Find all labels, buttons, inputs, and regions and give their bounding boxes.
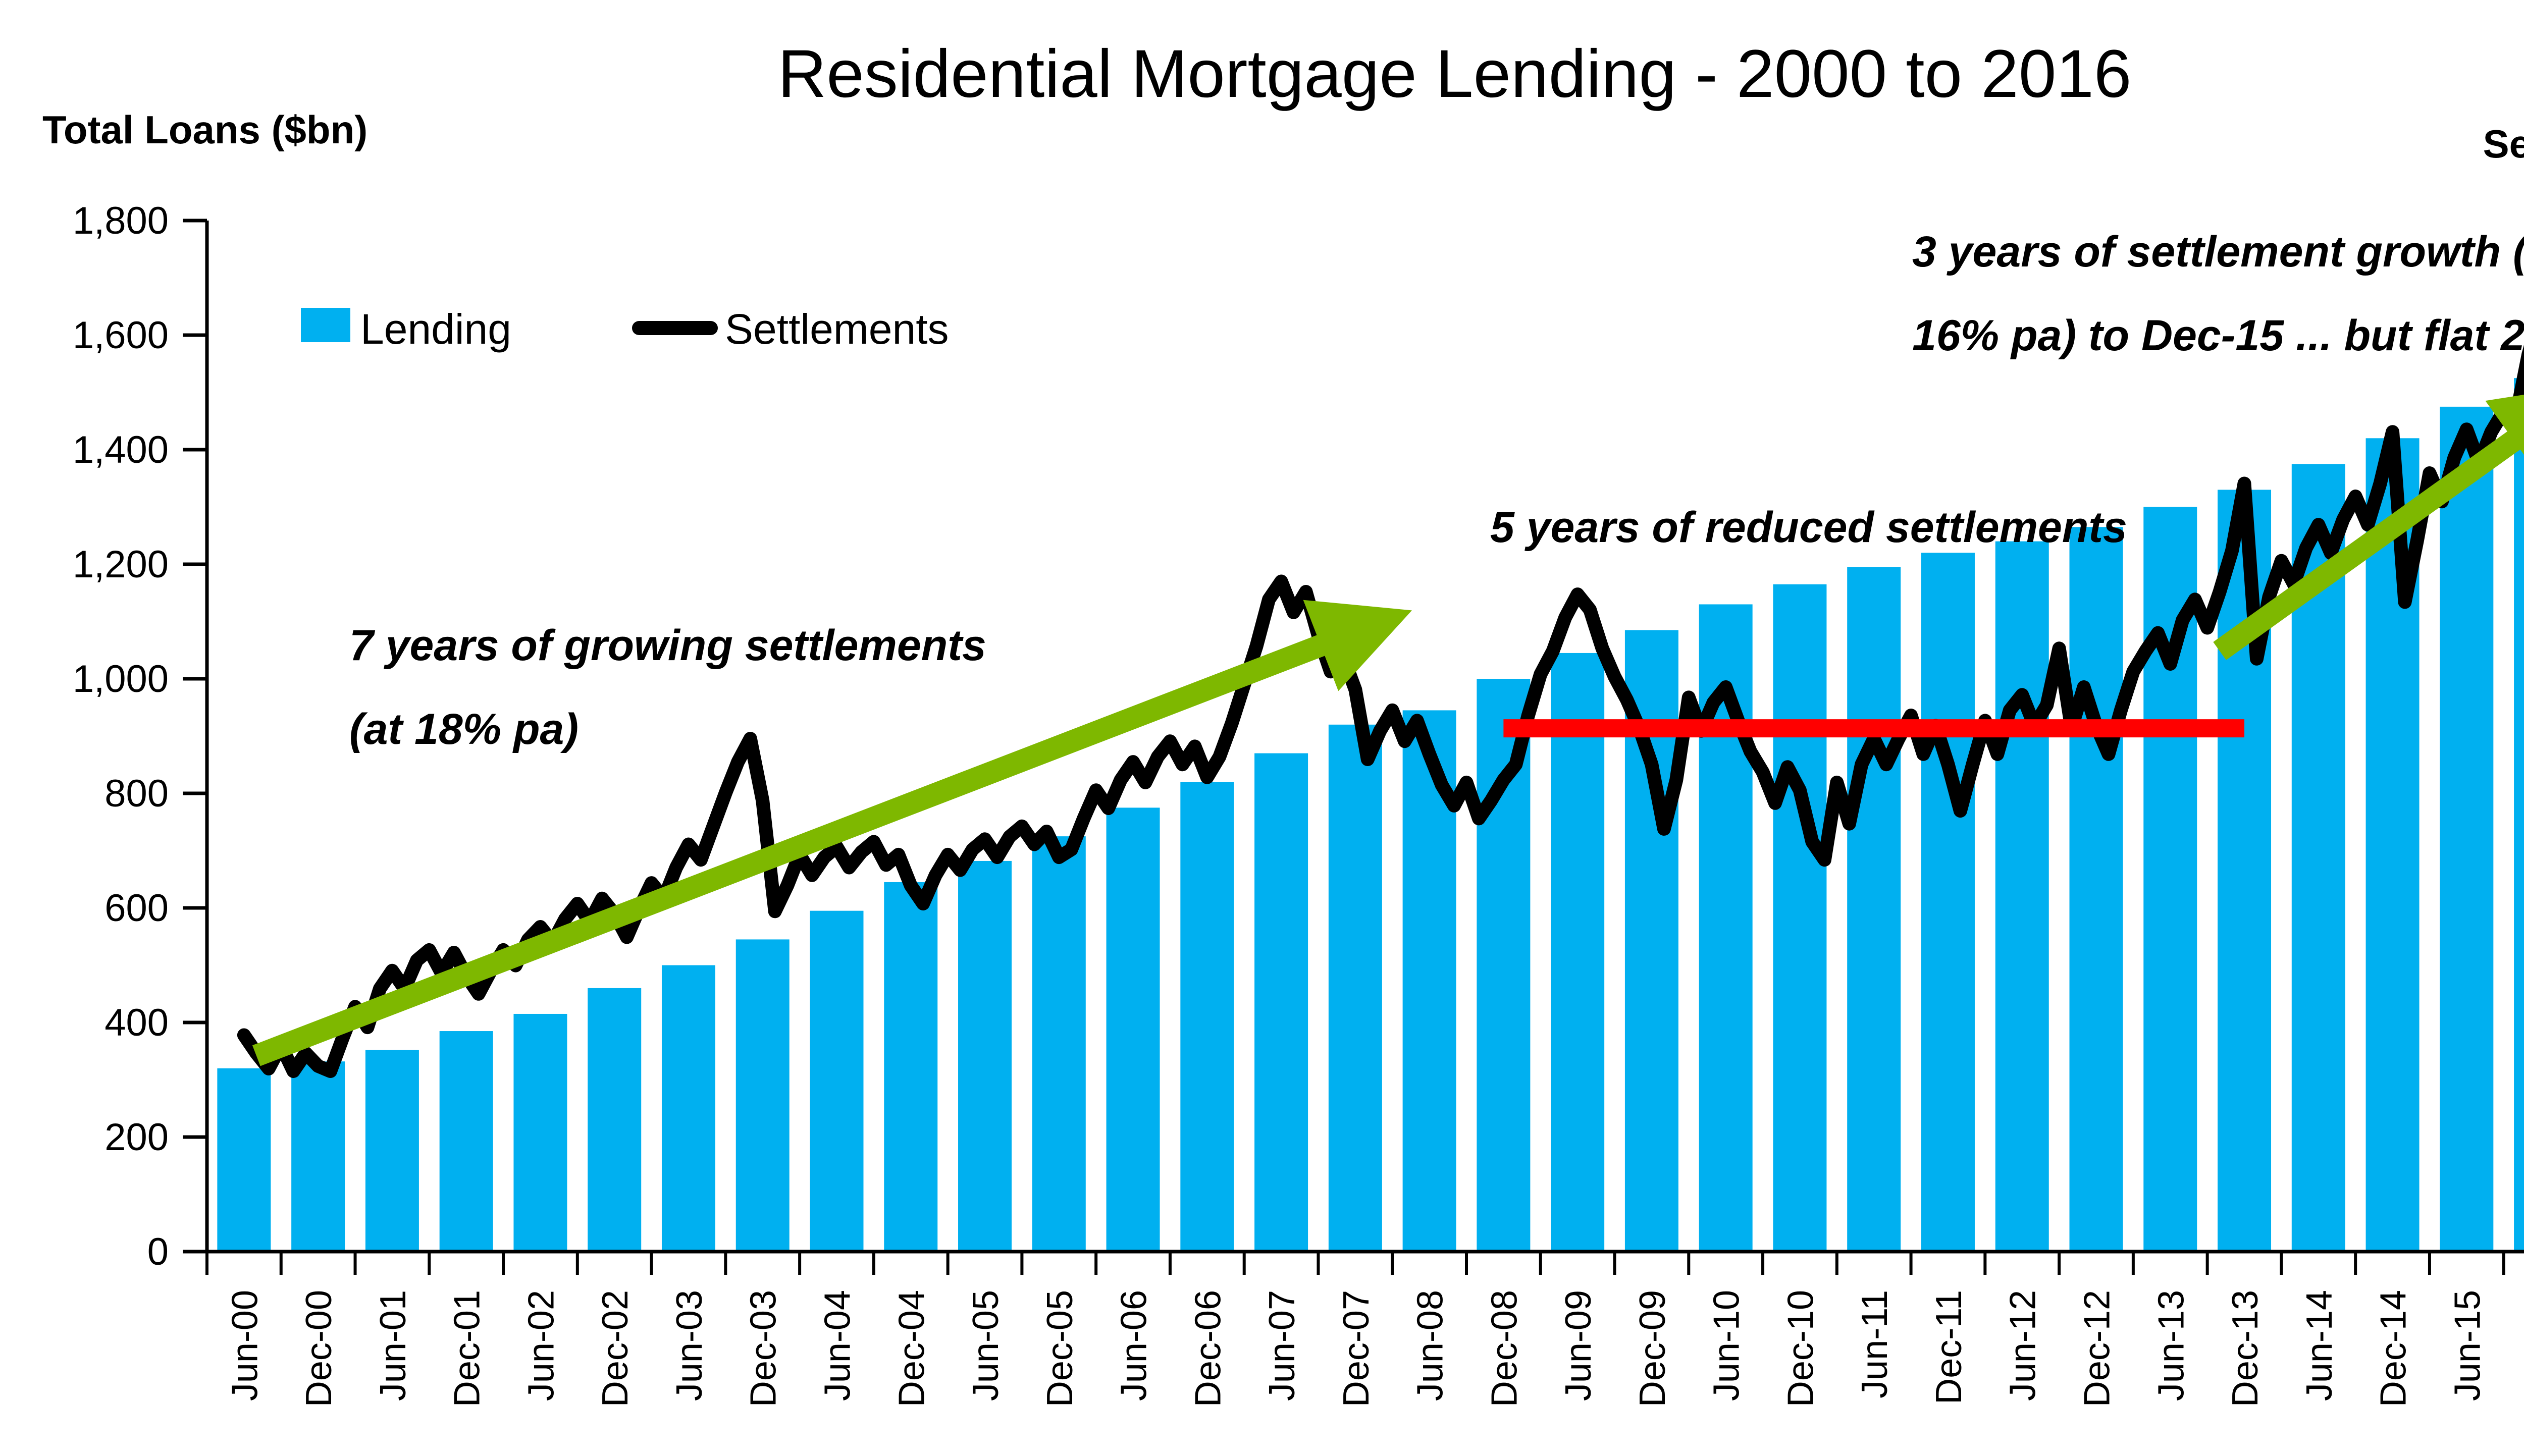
lending-bar [1106, 807, 1160, 1252]
lending-bar [513, 1013, 567, 1252]
lending-bar [884, 882, 938, 1252]
x-axis-label: Jun-10 [1707, 1290, 1747, 1401]
x-axis-label: Jun-05 [966, 1290, 1006, 1401]
legend-settlements-swatch [632, 321, 718, 335]
lending-bar [1328, 724, 1382, 1252]
left-axis-tick-label: 400 [104, 1001, 169, 1044]
lending-bar [2440, 406, 2494, 1252]
left-axis-tick-label: 1,200 [73, 543, 169, 586]
x-axis-label: Jun-12 [2003, 1290, 2043, 1401]
x-axis-label: Dec-15 [2521, 1290, 2524, 1407]
lending-bar [1254, 753, 1308, 1252]
growth-arrow-2000-2007 [252, 600, 1412, 1066]
growth-arrow-2013-2015 [2213, 384, 2524, 660]
x-axis-label: Dec-09 [1633, 1290, 1673, 1407]
x-axis-label: Jun-09 [1558, 1290, 1599, 1401]
x-axis-label: Dec-05 [1040, 1290, 1080, 1407]
lending-bar [1847, 567, 1901, 1252]
x-axis-label: Dec-00 [299, 1290, 339, 1407]
lending-bar [2069, 527, 2123, 1252]
x-axis-label: Dec-04 [891, 1290, 932, 1407]
x-axis-label: Jun-01 [373, 1290, 413, 1401]
left-axis-tick-label: 1,000 [73, 658, 169, 700]
x-axis-label: Jun-00 [225, 1290, 265, 1401]
x-axis-label: Jun-04 [818, 1290, 858, 1401]
lending-bar [958, 860, 1012, 1252]
left-axis-tick-label: 1,800 [73, 199, 169, 242]
lending-bar [217, 1068, 271, 1252]
lending-bar [365, 1050, 419, 1252]
x-axis-label: Dec-01 [447, 1290, 488, 1407]
lending-bar [735, 939, 790, 1252]
x-axis-label: Dec-14 [2374, 1290, 2414, 1407]
x-axis-label: Jun-13 [2151, 1290, 2191, 1401]
lending-bar [1032, 836, 1086, 1252]
left-axis-tick-label: 800 [104, 772, 169, 815]
lending-bar [588, 988, 642, 1252]
annotation-reduced-settlements: 5 years of reduced settlements [1490, 503, 2127, 552]
x-axis-label: Jun-11 [1855, 1290, 1895, 1398]
annotation-growing-settlements-line2: (at 18% pa) [349, 705, 579, 753]
x-axis-label: Dec-12 [2077, 1290, 2118, 1407]
x-axis-label: Jun-07 [1262, 1290, 1302, 1401]
left-axis-tick-label: 1,400 [73, 428, 169, 471]
x-axis-label: Jun-14 [2299, 1290, 2340, 1401]
lending-bar [1551, 653, 1605, 1252]
x-axis-label: Dec-08 [1484, 1290, 1524, 1407]
lending-bar [439, 1031, 493, 1252]
x-axis-label: Dec-02 [595, 1290, 636, 1407]
legend-lending-swatch [301, 308, 350, 342]
lending-bar [661, 965, 715, 1252]
x-axis-label: Jun-15 [2447, 1290, 2488, 1401]
lending-bar [1921, 553, 1975, 1252]
legend-lending-label: Lending [360, 305, 511, 353]
x-axis-label: Dec-07 [1336, 1290, 1377, 1407]
annotation-flat-2016-line1: 3 years of settlement growth (at [1912, 228, 2524, 276]
left-axis-tick-label: 200 [104, 1116, 169, 1159]
lending-bar [1773, 584, 1827, 1252]
lending-bar [1180, 782, 1234, 1252]
x-axis-label: Dec-03 [744, 1290, 784, 1407]
annotation-flat-2016-line2: 16% pa) to Dec-15 ... but flat 2016 [1912, 311, 2524, 360]
legend-settlements-label: Settlements [725, 305, 949, 353]
x-axis-label: Dec-06 [1188, 1290, 1228, 1407]
left-axis-tick-label: 0 [147, 1230, 169, 1273]
x-axis-label: Jun-06 [1114, 1290, 1154, 1401]
x-axis-label: Dec-10 [1780, 1290, 1821, 1407]
lending-bar [1995, 541, 2049, 1252]
left-axis-title: Total Loans ($bn) [42, 107, 368, 152]
lending-bar [810, 910, 864, 1252]
right-axis-title: Settlements ($bn) [2483, 122, 2524, 166]
annotation-growing-settlements-line1: 7 years of growing settlements [349, 621, 986, 670]
settlements-line [237, 345, 2524, 1078]
x-axis-label: Jun-08 [1410, 1290, 1451, 1401]
left-axis-tick-label: 600 [104, 887, 169, 930]
x-axis-label: Dec-13 [2225, 1290, 2266, 1407]
x-axis-label: Dec-11 [1929, 1290, 1969, 1405]
x-axis-label: Jun-02 [521, 1290, 561, 1401]
chart-title: Residential Mortgage Lending - 2000 to 2… [777, 36, 2132, 112]
x-axis-label: Jun-03 [669, 1290, 710, 1401]
lending-bar [291, 1061, 345, 1252]
lending-bar [2514, 378, 2524, 1252]
left-axis-tick-label: 1,600 [73, 314, 169, 357]
